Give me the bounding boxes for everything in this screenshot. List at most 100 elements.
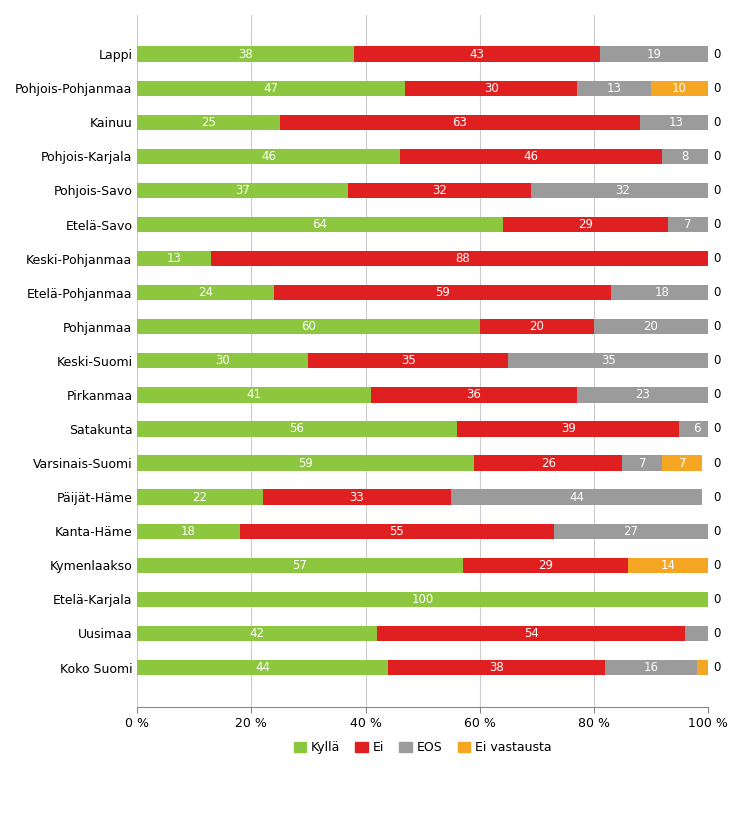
Text: 35: 35: [601, 354, 616, 367]
Text: 19: 19: [646, 47, 662, 61]
Bar: [503, 217, 668, 232]
Bar: [377, 626, 686, 641]
Text: 23: 23: [635, 389, 650, 402]
Text: 0: 0: [714, 456, 721, 470]
Text: 38: 38: [490, 661, 504, 674]
Bar: [452, 489, 702, 505]
Text: 18: 18: [655, 286, 670, 299]
Text: 0: 0: [714, 593, 721, 606]
Bar: [457, 421, 680, 437]
Bar: [137, 353, 308, 368]
Text: 7: 7: [679, 456, 686, 470]
Text: 29: 29: [578, 218, 592, 231]
Bar: [640, 115, 714, 130]
Bar: [509, 353, 708, 368]
Text: 63: 63: [452, 116, 467, 128]
Text: 44: 44: [255, 661, 270, 674]
Bar: [463, 558, 628, 573]
Bar: [714, 421, 748, 437]
Text: 26: 26: [541, 456, 556, 470]
Text: 39: 39: [561, 422, 575, 435]
Text: 46: 46: [261, 150, 276, 163]
Text: 56: 56: [290, 422, 304, 435]
Text: 13: 13: [669, 116, 684, 128]
Text: 20: 20: [644, 320, 658, 333]
Text: 6: 6: [727, 422, 734, 435]
Text: 20: 20: [530, 320, 544, 333]
Bar: [137, 47, 354, 62]
Bar: [371, 387, 577, 402]
Text: 41: 41: [247, 389, 262, 402]
Text: 59: 59: [298, 456, 313, 470]
Text: 14: 14: [661, 559, 676, 572]
Text: 10: 10: [672, 82, 687, 95]
Text: 0: 0: [714, 116, 721, 128]
Text: 35: 35: [401, 354, 416, 367]
Bar: [137, 489, 262, 505]
Text: 0: 0: [714, 661, 721, 674]
Bar: [137, 626, 377, 641]
Text: 0: 0: [714, 150, 721, 163]
Bar: [308, 353, 509, 368]
Text: 7: 7: [638, 456, 646, 470]
Text: 30: 30: [484, 82, 499, 95]
Bar: [137, 421, 457, 437]
Text: 0: 0: [714, 559, 721, 572]
Text: 36: 36: [466, 389, 482, 402]
Bar: [137, 285, 274, 300]
Text: 13: 13: [607, 82, 621, 95]
Bar: [599, 47, 708, 62]
Bar: [651, 80, 708, 96]
Text: 29: 29: [538, 559, 553, 572]
Bar: [388, 660, 605, 675]
Bar: [577, 80, 651, 96]
Text: 0: 0: [714, 389, 721, 402]
Bar: [137, 251, 212, 266]
Bar: [137, 319, 480, 335]
Text: 46: 46: [524, 150, 538, 163]
Text: 0: 0: [714, 320, 721, 333]
Text: 27: 27: [623, 524, 638, 537]
Text: 33: 33: [350, 491, 364, 504]
Bar: [280, 115, 640, 130]
Bar: [262, 489, 452, 505]
Text: 37: 37: [236, 184, 250, 197]
Bar: [400, 149, 662, 164]
Bar: [554, 524, 708, 539]
Bar: [680, 421, 714, 437]
Bar: [137, 80, 406, 96]
Text: 60: 60: [301, 320, 316, 333]
Text: 44: 44: [569, 491, 584, 504]
Text: 8: 8: [682, 150, 688, 163]
Bar: [605, 660, 697, 675]
Bar: [594, 319, 708, 335]
Text: 57: 57: [292, 559, 308, 572]
Text: 18: 18: [182, 524, 196, 537]
Bar: [274, 285, 611, 300]
Text: 24: 24: [198, 286, 213, 299]
Text: 30: 30: [215, 354, 230, 367]
Bar: [137, 524, 240, 539]
Bar: [240, 524, 554, 539]
Bar: [137, 115, 280, 130]
Text: 0: 0: [714, 184, 721, 197]
Bar: [668, 217, 708, 232]
Bar: [622, 456, 662, 470]
Text: 0: 0: [714, 82, 721, 95]
Text: 47: 47: [264, 82, 279, 95]
Text: 0: 0: [714, 627, 721, 640]
Text: 0: 0: [714, 354, 721, 367]
Bar: [137, 558, 463, 573]
Bar: [686, 626, 708, 641]
Text: 0: 0: [714, 491, 721, 504]
Text: 0: 0: [714, 524, 721, 537]
Text: 100: 100: [412, 593, 434, 606]
Text: 0: 0: [714, 218, 721, 231]
Bar: [697, 660, 708, 675]
Bar: [662, 456, 702, 470]
Text: 0: 0: [714, 47, 721, 61]
Bar: [480, 319, 594, 335]
Text: 88: 88: [455, 252, 470, 265]
Text: 38: 38: [238, 47, 253, 61]
Bar: [137, 456, 474, 470]
